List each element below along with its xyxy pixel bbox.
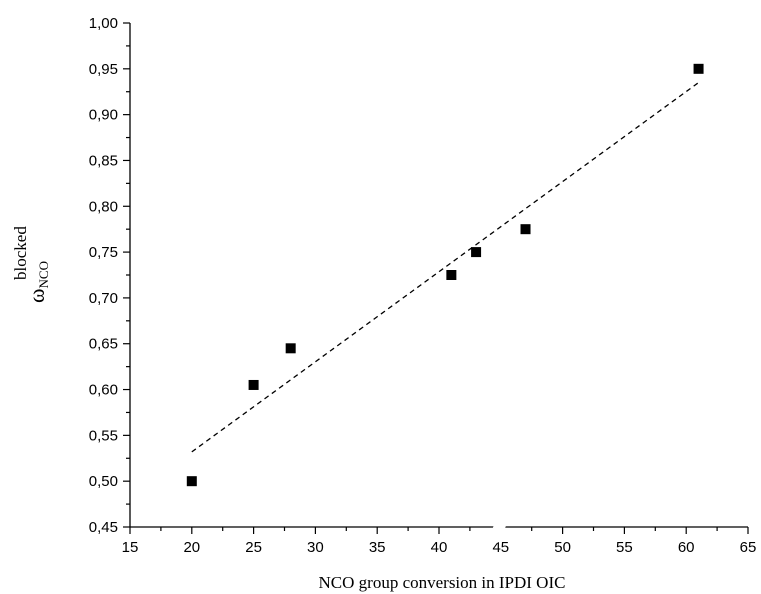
y-tick-label: 0,50: [89, 473, 118, 490]
y-tick-label: 0,75: [89, 244, 118, 261]
x-tick-label: 40: [431, 539, 448, 556]
svg-text:ωNCO: ωNCO: [24, 261, 51, 303]
data-point: [446, 270, 457, 280]
data-point: [248, 379, 259, 390]
data-point: [186, 476, 197, 487]
y-tick-label: 0,60: [89, 382, 118, 399]
data-point: [520, 224, 531, 235]
x-tick-label: 30: [307, 539, 324, 556]
y-tick-label: 0,55: [89, 427, 118, 444]
y-tick-label: 0,80: [89, 198, 118, 215]
x-tick-label: 55: [616, 539, 633, 556]
y-tick-label: 0,90: [89, 107, 118, 124]
trendline: [191, 82, 699, 453]
y-tick-label: 0,85: [89, 152, 118, 169]
y-axis-title: ωNCO blocked: [11, 226, 51, 303]
x-axis-title: NCO group conversion in IPDI OIC: [319, 573, 566, 592]
trendline-layer: [191, 82, 699, 453]
data-point: [285, 343, 296, 354]
y-tick-label: 0,45: [89, 519, 118, 536]
x-tick-label: 25: [245, 539, 262, 556]
x-tick-label: 20: [183, 539, 200, 556]
x-tick-label: 35: [369, 539, 386, 556]
y-axis-title-symbol: ω: [24, 288, 49, 302]
y-tick-label: 0,65: [89, 336, 118, 353]
watermark: [488, 340, 761, 543]
x-tick-label: 65: [740, 539, 757, 556]
x-tick-label: 50: [554, 539, 571, 556]
y-axis-title-superscript: blocked: [11, 226, 30, 280]
data-point: [471, 247, 482, 258]
y-tick-label: 0,70: [89, 290, 118, 307]
x-tick-label: 45: [492, 539, 509, 556]
y-tick-label: 1,00: [89, 15, 118, 32]
axes: [123, 22, 749, 534]
x-tick-label: 60: [678, 539, 695, 556]
data-points-layer: [186, 63, 704, 487]
data-point: [693, 63, 704, 74]
tick-labels-layer: 15 20 25 30 35 40 45 50 55 60 65 0,45 0,50 0,55 0,60 0,…: [89, 15, 757, 556]
y-axis-title-subscript: NCO: [36, 261, 51, 288]
x-tick-label: 15: [122, 539, 139, 556]
y-tick-label: 0,95: [89, 61, 118, 78]
